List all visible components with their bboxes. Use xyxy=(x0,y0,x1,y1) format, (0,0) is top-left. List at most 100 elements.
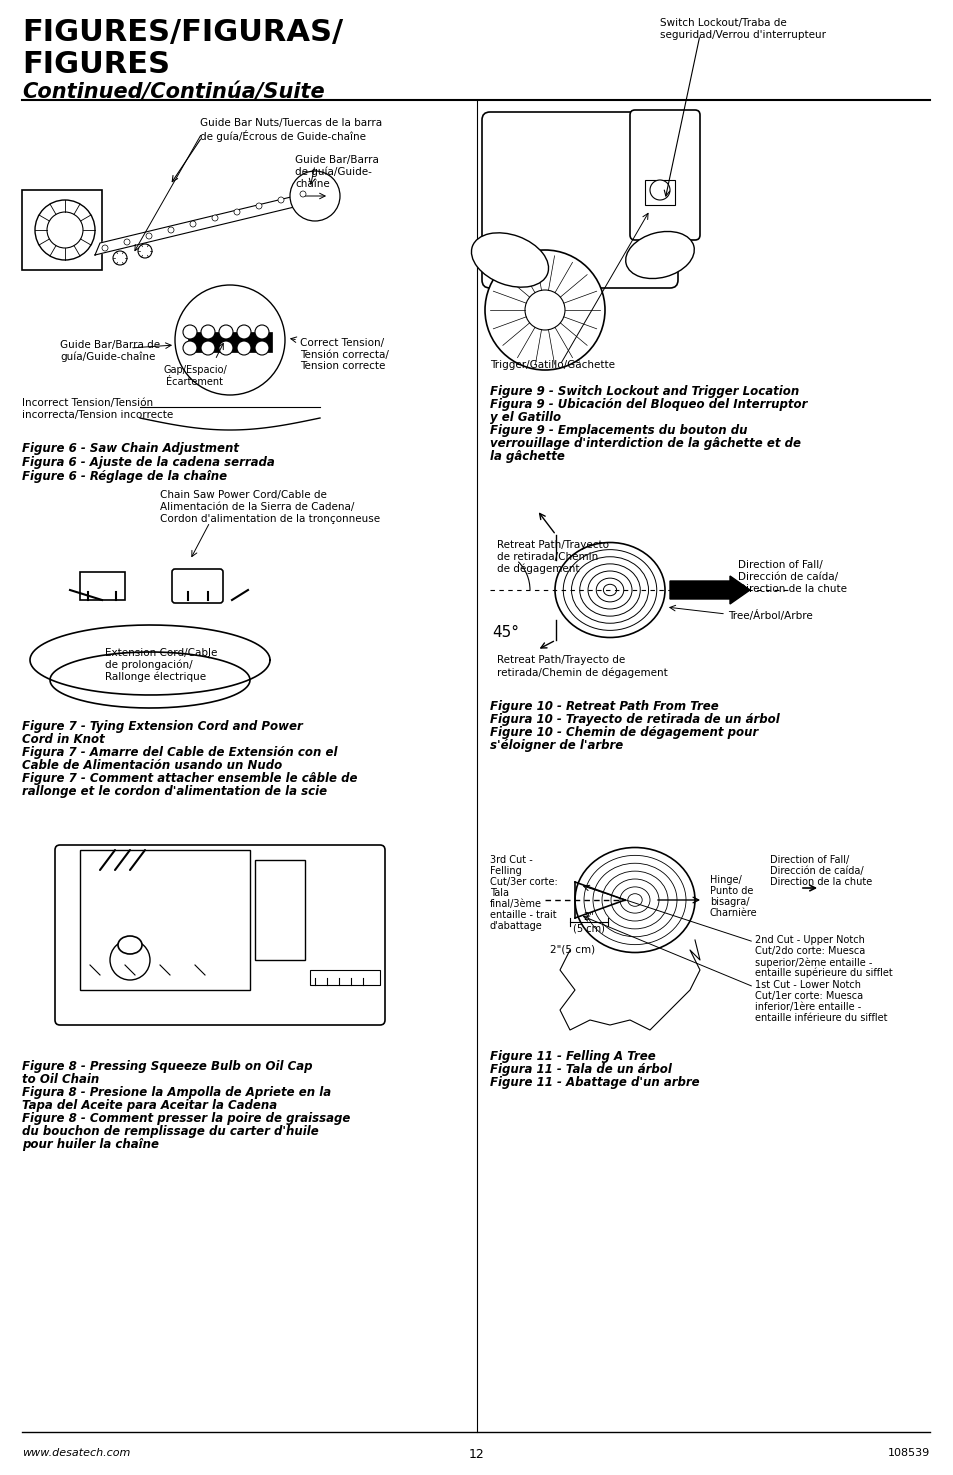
Text: 12: 12 xyxy=(469,1448,484,1462)
Text: FIGURES/FIGURAS/: FIGURES/FIGURAS/ xyxy=(22,18,343,47)
Text: www.desatech.com: www.desatech.com xyxy=(22,1448,131,1457)
Text: Figura 8 - Presione la Ampolla de Apriete en la: Figura 8 - Presione la Ampolla de Apriet… xyxy=(22,1086,331,1099)
Text: Felling: Felling xyxy=(490,866,521,876)
Text: Figura 6 - Ajuste de la cadena serrada: Figura 6 - Ajuste de la cadena serrada xyxy=(22,456,274,469)
Circle shape xyxy=(112,251,127,266)
Text: Direction de la chute: Direction de la chute xyxy=(769,878,871,886)
Text: Direction of Fall/: Direction of Fall/ xyxy=(769,855,848,864)
Text: Retreat Path/Trayecto: Retreat Path/Trayecto xyxy=(497,540,608,550)
Text: Chain Saw Power Cord/Cable de: Chain Saw Power Cord/Cable de xyxy=(160,490,327,500)
Circle shape xyxy=(254,341,269,355)
Text: Tapa del Aceite para Aceitar la Cadena: Tapa del Aceite para Aceitar la Cadena xyxy=(22,1099,276,1112)
Circle shape xyxy=(255,204,262,209)
Text: 108539: 108539 xyxy=(887,1448,929,1457)
Ellipse shape xyxy=(625,232,694,279)
Text: pour huiler la chaîne: pour huiler la chaîne xyxy=(22,1139,159,1150)
Text: Guide Bar/Barra de
guía/Guide-chaîne: Guide Bar/Barra de guía/Guide-chaîne xyxy=(60,341,160,363)
Text: Tree/Árbol/Arbre: Tree/Árbol/Arbre xyxy=(727,611,812,621)
Text: final/3ème: final/3ème xyxy=(490,898,541,909)
Circle shape xyxy=(484,249,604,370)
Text: Alimentación de la Sierra de Cadena/: Alimentación de la Sierra de Cadena/ xyxy=(160,502,354,512)
Text: Incorrect Tension/Tensión
incorrecta/Tension incorrecte: Incorrect Tension/Tensión incorrecta/Ten… xyxy=(22,398,173,419)
Text: 2"
(5 cm): 2" (5 cm) xyxy=(573,912,604,934)
Bar xyxy=(254,860,305,960)
Text: Cable de Alimentación usando un Nudo: Cable de Alimentación usando un Nudo xyxy=(22,760,282,771)
Text: Direction of Fall/: Direction of Fall/ xyxy=(738,560,821,569)
FancyBboxPatch shape xyxy=(55,845,385,1025)
Text: d'abattage: d'abattage xyxy=(490,920,542,931)
Circle shape xyxy=(524,291,564,330)
Circle shape xyxy=(201,324,214,339)
Text: 1st Cut - Lower Notch: 1st Cut - Lower Notch xyxy=(754,979,861,990)
Ellipse shape xyxy=(118,937,142,954)
Circle shape xyxy=(146,233,152,239)
FancyBboxPatch shape xyxy=(629,111,700,240)
Text: Figure 10 - Chemin de dégagement pour: Figure 10 - Chemin de dégagement pour xyxy=(490,726,758,739)
Text: retirada/Chemin de dégagement: retirada/Chemin de dégagement xyxy=(497,667,667,677)
Text: Figure 7 - Tying Extension Cord and Power: Figure 7 - Tying Extension Cord and Powe… xyxy=(22,720,302,733)
Text: Figure 7 - Comment attacher ensemble le câble de: Figure 7 - Comment attacher ensemble le … xyxy=(22,771,357,785)
Bar xyxy=(310,971,379,985)
Circle shape xyxy=(219,324,233,339)
Text: Dirección de caída/: Dirección de caída/ xyxy=(738,572,838,583)
Text: Figure 10 - Retreat Path From Tree: Figure 10 - Retreat Path From Tree xyxy=(490,701,718,712)
Circle shape xyxy=(236,324,251,339)
Text: s'éloigner de l'arbre: s'éloigner de l'arbre xyxy=(490,739,622,752)
Text: Dirección de caída/: Dirección de caída/ xyxy=(769,866,862,876)
Text: entaille supérieure du sifflet: entaille supérieure du sifflet xyxy=(754,968,892,978)
Text: to Oil Chain: to Oil Chain xyxy=(22,1072,99,1086)
Circle shape xyxy=(183,341,196,355)
Text: Gap/Espacio/
Écartement: Gap/Espacio/ Écartement xyxy=(163,364,227,386)
Bar xyxy=(188,332,272,353)
Circle shape xyxy=(649,180,669,201)
Circle shape xyxy=(174,285,285,395)
Text: Figura 10 - Trayecto de retirada de un árbol: Figura 10 - Trayecto de retirada de un á… xyxy=(490,712,779,726)
Text: Cut/3er corte:: Cut/3er corte: xyxy=(490,878,558,886)
Circle shape xyxy=(138,243,152,258)
FancyArrow shape xyxy=(669,577,749,603)
Text: 3rd Cut -: 3rd Cut - xyxy=(490,855,532,864)
Text: Switch Lockout/Traba de: Switch Lockout/Traba de xyxy=(659,18,786,28)
Ellipse shape xyxy=(471,233,548,288)
Bar xyxy=(80,572,125,600)
Circle shape xyxy=(254,324,269,339)
Text: Tala: Tala xyxy=(490,888,509,898)
Text: FIGURES: FIGURES xyxy=(22,50,170,80)
Text: Cord in Knot: Cord in Knot xyxy=(22,733,105,746)
Bar xyxy=(80,850,250,990)
Text: Trigger/Gatillo/Gâchette: Trigger/Gatillo/Gâchette xyxy=(490,360,615,370)
Text: Figure 6 - Saw Chain Adjustment: Figure 6 - Saw Chain Adjustment xyxy=(22,442,239,454)
Text: 45°: 45° xyxy=(492,625,518,640)
Text: y el Gatillo: y el Gatillo xyxy=(490,412,560,423)
Ellipse shape xyxy=(575,848,695,953)
Text: Charnière: Charnière xyxy=(709,909,757,917)
Text: 2"(5 cm): 2"(5 cm) xyxy=(550,945,595,954)
Text: Figure 9 - Emplacements du bouton du: Figure 9 - Emplacements du bouton du xyxy=(490,423,747,437)
Text: entaille inférieure du sifflet: entaille inférieure du sifflet xyxy=(754,1013,886,1024)
Text: inferior/1ère entaille -: inferior/1ère entaille - xyxy=(754,1002,861,1012)
Text: Continued/Continúa/Suite: Continued/Continúa/Suite xyxy=(22,83,324,102)
Bar xyxy=(644,180,675,205)
Text: rallonge et le cordon d'alimentation de la scie: rallonge et le cordon d'alimentation de … xyxy=(22,785,327,798)
Text: la gâchette: la gâchette xyxy=(490,450,564,463)
Text: Figure 9 - Switch Lockout and Trigger Location: Figure 9 - Switch Lockout and Trigger Lo… xyxy=(490,385,799,398)
Circle shape xyxy=(102,245,108,251)
Polygon shape xyxy=(95,190,319,255)
FancyBboxPatch shape xyxy=(172,569,223,603)
Text: Retreat Path/Trayecto de: Retreat Path/Trayecto de xyxy=(497,655,624,665)
Text: entaille - trait: entaille - trait xyxy=(490,910,556,920)
Circle shape xyxy=(190,221,195,227)
Text: Figure 6 - Réglage de la chaîne: Figure 6 - Réglage de la chaîne xyxy=(22,471,227,482)
Text: 2nd Cut - Upper Notch: 2nd Cut - Upper Notch xyxy=(754,935,864,945)
Circle shape xyxy=(110,940,150,979)
Circle shape xyxy=(299,190,306,198)
Text: Figure 11 - Abattage d'un arbre: Figure 11 - Abattage d'un arbre xyxy=(490,1075,699,1089)
Text: Guide Bar Nuts/Tuercas de la barra: Guide Bar Nuts/Tuercas de la barra xyxy=(200,118,382,128)
Text: Cut/2do corte: Muesca: Cut/2do corte: Muesca xyxy=(754,945,864,956)
Text: Guide Bar/Barra
de guía/Guide-
chaîne: Guide Bar/Barra de guía/Guide- chaîne xyxy=(294,155,378,189)
Text: Punto de: Punto de xyxy=(709,886,753,895)
Text: seguridad/Verrou d'interrupteur: seguridad/Verrou d'interrupteur xyxy=(659,30,825,40)
Circle shape xyxy=(290,171,339,221)
Text: Figure 11 - Felling A Tree: Figure 11 - Felling A Tree xyxy=(490,1050,655,1063)
Bar xyxy=(22,190,102,270)
